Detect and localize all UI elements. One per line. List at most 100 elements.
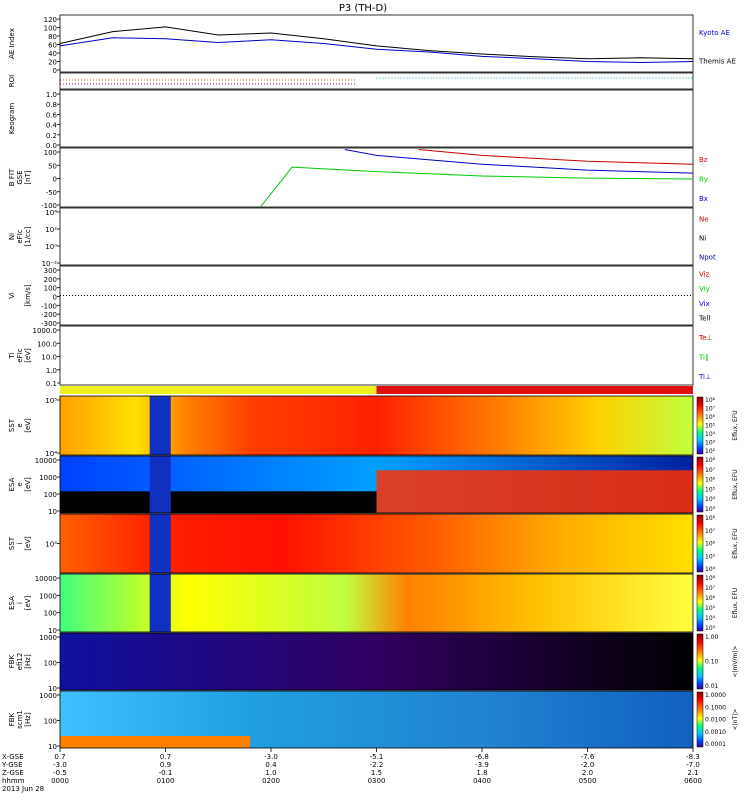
frame-velocity xyxy=(59,265,694,326)
xtick-label: 1.0 xyxy=(265,769,276,777)
ylabel-esa_i: [eV] xyxy=(24,595,32,610)
ytick-ae: 120 xyxy=(44,16,57,24)
xtick-label: -7.6 xyxy=(581,753,595,761)
ylabel-sst_e: SST xyxy=(8,418,16,432)
ytick-ae: 0 xyxy=(53,67,57,75)
panel-keogram: Keogram 1.0 0.8 0.6 0.4 0.2 0.0 xyxy=(8,89,694,150)
spectrogram-gap xyxy=(149,456,171,513)
panel-esa_e: ESA e [eV] 10000 1000 100 10 10⁸ 10⁷ 10⁶ 10⁵ 10⁴ 10³… xyxy=(8,455,739,516)
ytick-density: 10⁻² xyxy=(42,260,58,268)
colorbar-label: 10⁸ xyxy=(705,397,716,404)
ylabel-sst_e: [eV] xyxy=(24,418,32,433)
ylabel-keogram: Keogram xyxy=(8,103,16,134)
colorbar-label: 10⁵ xyxy=(705,553,716,560)
ylabel-fbk_e: [Hz] xyxy=(24,654,32,669)
panel-bfield: B FIT GSE [nT] 100 50 0 -50 -100 Bz By Bx xyxy=(8,147,708,210)
ytick-temperature: 10.0 xyxy=(41,354,57,362)
ylabel-roi: ROI xyxy=(8,75,16,87)
ytick-bfield: 50 xyxy=(48,162,57,170)
plot-title: P3 (TH-D) xyxy=(339,3,387,14)
colorbar-title: Eflux, EFU xyxy=(732,410,739,440)
ytick-esa_i: 10 xyxy=(48,627,57,635)
colorbar-label: 10⁷ xyxy=(705,467,716,474)
ylabel-temperature: eFIc xyxy=(16,348,24,362)
ylabel-density: [1/cc] xyxy=(24,226,32,246)
xtick-label: -7.0 xyxy=(686,761,700,769)
xtick-label: 2.0 xyxy=(582,769,593,777)
ytick-fbk_b: 10 xyxy=(48,743,57,751)
colorbar-label: 10⁴ xyxy=(705,615,716,622)
xtick-label: 0.7 xyxy=(160,753,171,761)
xtick-label: -6.8 xyxy=(475,753,489,761)
ytick-bfield: 100 xyxy=(44,149,57,157)
frame-keogram xyxy=(59,89,694,148)
legend-Viz: Viz xyxy=(699,270,710,278)
ylabel-esa_e: e xyxy=(16,482,24,486)
colorbar-label: 10⁵ xyxy=(705,423,716,430)
panel-sst_i: SST i [eV] 10⁵ 10⁸ 10⁷ 10⁶ 10⁵ 10⁴ Eflux, EFU xyxy=(8,513,739,574)
ytick-velocity: -300 xyxy=(41,320,57,328)
ytick-esa_e: 10 xyxy=(48,508,57,516)
frame-fbk_e xyxy=(59,632,694,691)
ytick-sst_e: 10⁵ xyxy=(45,397,57,405)
ytick-keogram: 0.2 xyxy=(46,132,57,140)
colorbar-label: 10⁶ xyxy=(705,541,716,548)
colorbar-label: 0.0010 xyxy=(705,729,726,736)
colorbar-esa_i xyxy=(696,574,704,632)
xtick-label: 0500 xyxy=(579,777,597,785)
series-bz xyxy=(418,148,694,165)
xaxis-row-label: Y-GSE xyxy=(1,761,23,769)
xtick-label: 0000 xyxy=(51,777,69,785)
xtick-label: 1.8 xyxy=(476,769,487,777)
legend-Ni: Ni xyxy=(699,234,706,242)
panel-roibar xyxy=(60,386,693,394)
ytick-ae: 20 xyxy=(48,59,57,67)
ylabel-bfield: [nT] xyxy=(24,170,32,184)
panel-sst_e: SST e [eV]10⁵10⁴10⁸10⁷10⁶10⁵10⁴10³10²Eflux… xyxy=(8,395,739,458)
ytick-keogram: 0.6 xyxy=(46,111,58,119)
ytick-sst_e: 10⁴ xyxy=(45,450,57,458)
colorbar-label: 1.00 xyxy=(705,634,719,641)
xtick-label: 1.5 xyxy=(371,769,382,777)
spectrogram-esa-e-low xyxy=(60,491,377,513)
colorbar-label: 10⁴ xyxy=(705,566,716,573)
ytick-sst_i: 10⁵ xyxy=(45,541,57,549)
ylabel-velocity: [km/s] xyxy=(24,284,32,307)
xtick-label: -3.9 xyxy=(475,761,489,769)
ytick-ae: 60 xyxy=(48,42,57,50)
colorbar-label: 10⁴ xyxy=(705,496,716,503)
colorbar-label: 0.10 xyxy=(705,659,719,666)
colorbar-label: 10⁵ xyxy=(705,486,716,493)
colorbar-label: 10⁸ xyxy=(705,457,716,464)
colorbar-label: 10⁸ xyxy=(705,575,716,582)
xtick-label: -2.0 xyxy=(581,761,595,769)
ylabel-bfield: B FIT xyxy=(8,168,16,186)
frame-esa_e xyxy=(59,455,694,514)
colorbar-sst_e xyxy=(696,396,704,455)
xtick-label: 0200 xyxy=(262,777,280,785)
ylabel-temperature: Ti xyxy=(8,352,16,359)
ylabel-density: eFIc xyxy=(16,229,24,243)
ytick-temperature: 100.0 xyxy=(37,340,57,348)
frame-roi xyxy=(59,72,694,90)
xaxis-row-label: hhmm xyxy=(2,777,25,785)
colorbar-label: 10⁷ xyxy=(705,585,716,592)
xtick-label: -0.1 xyxy=(159,769,173,777)
colorbar-label: 10² xyxy=(705,448,716,455)
xtick-label: 0400 xyxy=(473,777,491,785)
colorbar-title: <|nT|> xyxy=(732,709,739,731)
ytick-fbk_e: 1000 xyxy=(39,634,57,642)
spectrogram-gap xyxy=(149,396,171,455)
ytick-keogram: 0.4 xyxy=(46,122,58,130)
legend-By: By xyxy=(699,175,708,183)
xtick-label: 0300 xyxy=(368,777,386,785)
colorbar-label: 10⁶ xyxy=(705,414,716,421)
ylabel-esa_e: ESA xyxy=(8,477,16,491)
ylabel-temperature: [eV] xyxy=(24,348,32,363)
xtick-label: -3.0 xyxy=(53,761,67,769)
xtick-label: 2.1 xyxy=(687,769,698,777)
colorbar-title: <|mV/m|> xyxy=(732,646,739,678)
